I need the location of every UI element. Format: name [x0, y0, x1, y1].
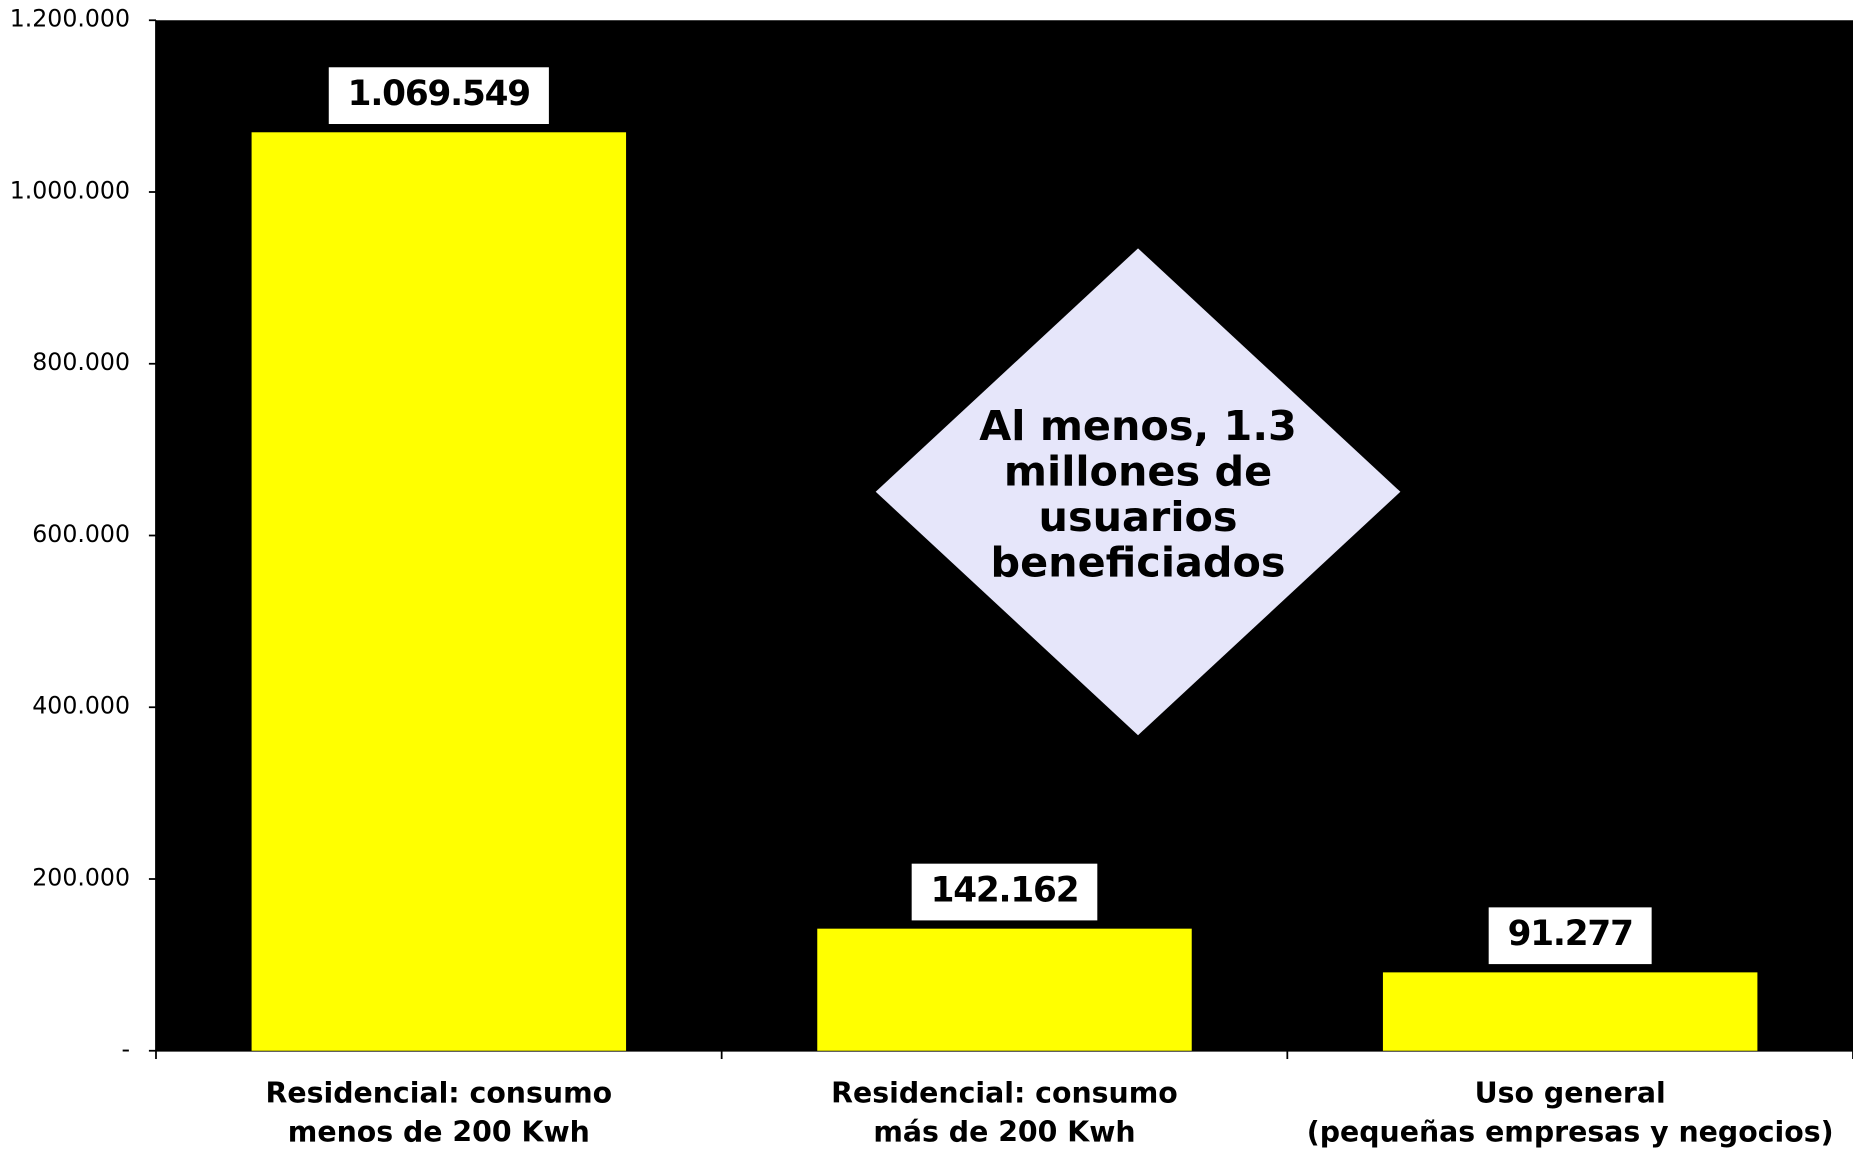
- x-tick-label: Uso general: [1475, 1076, 1666, 1109]
- x-tick-label: (pequeñas empresas y negocios): [1307, 1115, 1834, 1148]
- y-tick-label: -: [121, 1035, 130, 1063]
- value-label: 142.162: [931, 871, 1079, 911]
- bar: [251, 132, 627, 1051]
- x-tick-label: Residencial: consumo: [831, 1076, 1178, 1109]
- x-tick-label: Residencial: consumo: [266, 1076, 613, 1109]
- value-label: 1.069.549: [348, 74, 530, 114]
- y-tick-label: 400.000: [32, 692, 130, 720]
- value-label-box: [911, 863, 1098, 921]
- annotation: usuarios: [1039, 493, 1238, 541]
- annotation: millones de: [1004, 448, 1272, 496]
- y-tick-label: 600.000: [32, 520, 130, 548]
- x-tick-label: menos de 200 Kwh: [288, 1115, 590, 1148]
- bar: [817, 928, 1192, 1051]
- y-tick-label: 1.000.000: [10, 177, 130, 205]
- y-tick-label: 1.200.000: [10, 5, 130, 33]
- y-tick-label: 200.000: [32, 864, 130, 892]
- value-label-box: [1488, 907, 1652, 965]
- annotation: Al menos, 1.3: [979, 402, 1297, 450]
- annotation: beneficiados: [991, 539, 1286, 587]
- value-label: 91.277: [1508, 914, 1633, 954]
- bar: [1382, 972, 1758, 1051]
- x-tick-label: más de 200 Kwh: [873, 1115, 1135, 1148]
- value-label-box: [328, 67, 549, 125]
- annotation-diamond: [875, 248, 1401, 736]
- y-tick-label: 800.000: [32, 348, 130, 376]
